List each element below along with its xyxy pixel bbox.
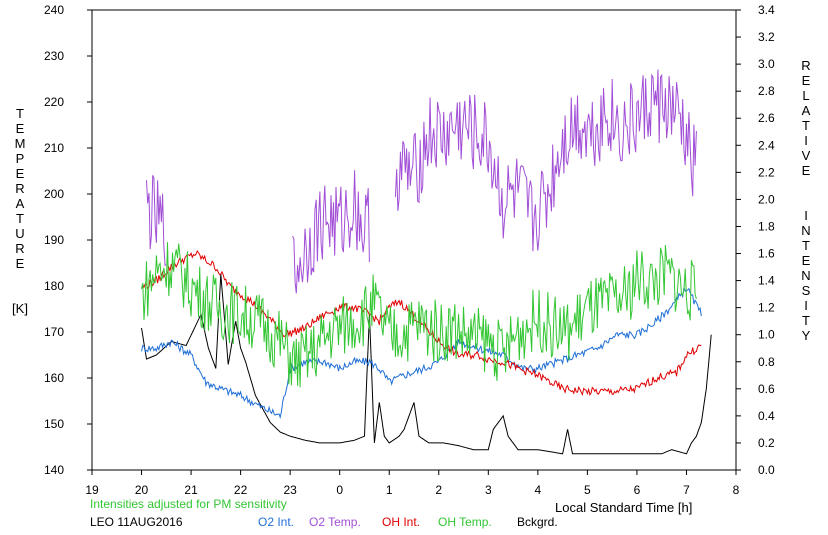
right-tick-label: 2.8 xyxy=(758,84,775,98)
right-tick-label: 3.2 xyxy=(758,30,775,44)
legend-oh-temp: OH Temp. xyxy=(438,515,492,529)
right-axis-letter: V xyxy=(802,148,811,163)
series-oh-int-line xyxy=(141,249,702,396)
right-tick-label: 2.4 xyxy=(758,138,775,152)
right-axis: 0.0 0.2 0.4 0.6 0.8 1.0 1.2 1.4 1.6 1.8 2.0 2.2 2.4 2… xyxy=(736,3,775,477)
right-axis-letter: T xyxy=(802,313,810,328)
left-axis-unit: [K] xyxy=(12,301,28,316)
right-tick-label: 2.0 xyxy=(758,192,775,206)
left-tick-label: 180 xyxy=(44,279,64,293)
x-tick-label: 8 xyxy=(733,483,740,497)
left-axis: 140 150 160 170 180 190 200 210 220 230 240 xyxy=(44,3,92,477)
x-tick-label: 22 xyxy=(234,483,248,497)
right-tick-label: 1.4 xyxy=(758,274,775,288)
right-tick-label: 0.4 xyxy=(758,409,775,423)
x-tick-label: 6 xyxy=(634,483,641,497)
x-tick-label: 21 xyxy=(184,483,198,497)
right-axis-letter: A xyxy=(802,103,811,118)
x-tick-label: 5 xyxy=(584,483,591,497)
right-tick-label: 1.0 xyxy=(758,328,775,342)
left-axis-letter: R xyxy=(15,241,24,256)
right-tick-label: 2.6 xyxy=(758,111,775,125)
right-tick-label: 1.8 xyxy=(758,219,775,233)
left-tick-label: 170 xyxy=(44,325,64,339)
series-oh-temp-line xyxy=(141,242,697,388)
left-axis-letter: T xyxy=(16,211,24,226)
x-axis-label: Local Standard Time [h] xyxy=(555,500,692,515)
x-tick-label: 1 xyxy=(386,483,393,497)
left-axis-letter: E xyxy=(16,166,25,181)
left-tick-label: 160 xyxy=(44,371,64,385)
x-tick-label: 0 xyxy=(336,483,343,497)
x-tick-label: 4 xyxy=(535,483,542,497)
right-tick-label: 0.2 xyxy=(758,436,775,450)
left-axis-letter: R xyxy=(15,181,24,196)
right-axis-letter: N xyxy=(801,223,810,238)
plot-frame xyxy=(91,9,737,471)
right-axis-letter: N xyxy=(801,268,810,283)
x-tick-label: 7 xyxy=(683,483,690,497)
legend-oh-int: OH Int. xyxy=(382,515,420,529)
x-tick-label: 19 xyxy=(85,483,99,497)
right-axis-letter: I xyxy=(804,133,808,148)
right-tick-label: 2.2 xyxy=(758,165,775,179)
right-axis-letter: L xyxy=(802,88,809,103)
right-axis-letter: T xyxy=(802,238,810,253)
right-tick-label: 3.4 xyxy=(758,3,775,17)
right-tick-label: 0.6 xyxy=(758,382,775,396)
station-label: LEO 11AUG2016 xyxy=(90,515,183,529)
x-tick-label: 3 xyxy=(485,483,492,497)
left-axis-letter: U xyxy=(15,226,24,241)
left-tick-label: 200 xyxy=(44,187,64,201)
right-axis-letter: Y xyxy=(802,328,811,343)
series-o2-temp-line xyxy=(146,69,697,294)
series-background-line xyxy=(141,273,712,455)
note-text: Intensities adjusted for PM sensitivity xyxy=(90,497,287,511)
left-tick-label: 220 xyxy=(44,95,64,109)
left-axis-letter: A xyxy=(16,196,25,211)
legend-o2-int: O2 Int. xyxy=(258,515,294,529)
legend-background: Bckgrd. xyxy=(517,515,558,529)
right-axis-letter: S xyxy=(802,283,811,298)
right-tick-label: 0.0 xyxy=(758,463,775,477)
right-axis-letter: T xyxy=(802,118,810,133)
right-tick-label: 3.0 xyxy=(758,57,775,71)
right-tick-label: 0.8 xyxy=(758,355,775,369)
left-axis-letter: M xyxy=(15,136,26,151)
x-tick-label: 23 xyxy=(283,483,297,497)
x-tick-label: 20 xyxy=(135,483,149,497)
left-tick-label: 140 xyxy=(44,463,64,477)
right-axis-letter: E xyxy=(802,163,811,178)
legend: O2 Int. O2 Temp. OH Int. OH Temp. Bckgrd. xyxy=(258,515,558,529)
left-tick-label: 210 xyxy=(44,141,64,155)
left-axis-letter: P xyxy=(16,151,25,166)
legend-o2-temp: O2 Temp. xyxy=(309,515,361,529)
left-tick-label: 230 xyxy=(44,49,64,63)
left-tick-label: 240 xyxy=(44,3,64,17)
series-o2-int-line xyxy=(141,287,702,420)
right-axis-letter: E xyxy=(802,253,811,268)
right-tick-label: 1.6 xyxy=(758,247,775,261)
left-axis-letter: E xyxy=(16,121,25,136)
left-tick-label: 150 xyxy=(44,417,64,431)
x-axis: 19 20 21 22 23 0 1 2 3 4 5 6 7 8 xyxy=(85,470,740,497)
right-axis-letter: R xyxy=(801,58,810,73)
left-axis-letter: T xyxy=(16,106,24,121)
x-tick-label: 2 xyxy=(435,483,442,497)
right-axis-letter: I xyxy=(804,298,808,313)
left-axis-letter: E xyxy=(16,256,25,271)
left-tick-label: 190 xyxy=(44,233,64,247)
series-layer xyxy=(141,69,712,455)
right-axis-letter: E xyxy=(802,73,811,88)
right-axis-letter: I xyxy=(804,208,808,223)
right-tick-label: 1.2 xyxy=(758,301,775,315)
